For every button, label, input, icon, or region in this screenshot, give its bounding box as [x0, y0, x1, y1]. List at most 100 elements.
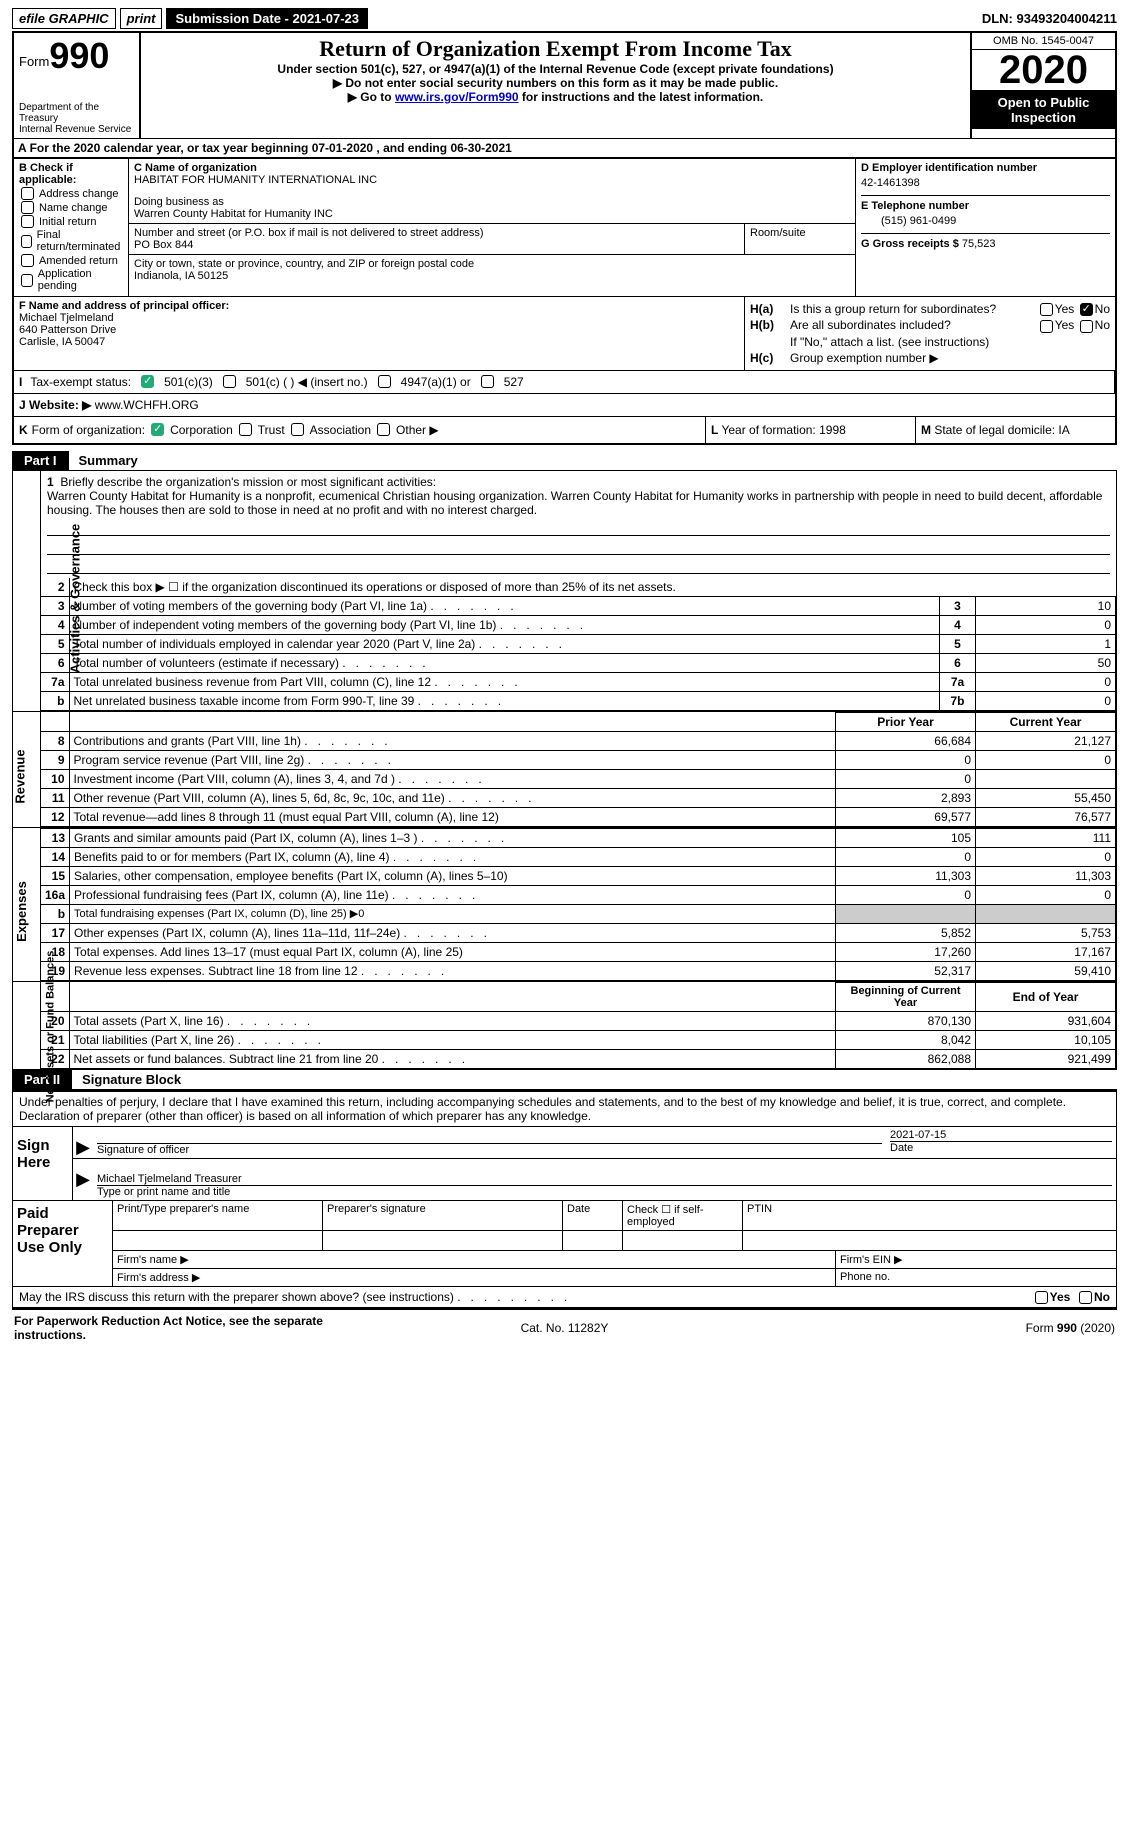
na-table: Beginning of Current YearEnd of Year 20T… — [41, 982, 1116, 1069]
curr-val: 11,303 — [976, 866, 1116, 885]
chk-amended[interactable]: Amended return — [19, 254, 123, 267]
opt-501c: 501(c) ( ) ◀ (insert no.) — [246, 375, 368, 389]
row-k-form-org: K Form of organization: Corporation Trus… — [14, 417, 705, 443]
street-cell: Number and street (or P.O. box if mail i… — [129, 224, 745, 254]
checkbox-checked-icon[interactable] — [141, 375, 154, 388]
checkbox-icon[interactable] — [1040, 320, 1053, 333]
i-text: Tax-exempt status: — [30, 375, 131, 389]
name-title-row: ▶ Michael Tjelmeland TreasurerType or pr… — [73, 1159, 1116, 1200]
officer-addr1: 640 Patterson Drive — [19, 324, 739, 336]
chk-name-change[interactable]: Name change — [19, 201, 123, 214]
officer-name: Michael Tjelmeland — [19, 312, 739, 324]
prep-date-val — [563, 1231, 623, 1250]
irs-link[interactable]: www.irs.gov/Form990 — [395, 90, 519, 104]
end-val: 931,604 — [976, 1011, 1116, 1030]
chk-address-change[interactable]: Address change — [19, 187, 123, 200]
line-desc: Salaries, other compensation, employee b… — [70, 866, 836, 885]
year-cell: OMB No. 1545-0047 2020 Open to Public In… — [970, 33, 1115, 138]
line-val: 0 — [976, 691, 1116, 710]
col-d-to-g: D Employer identification number 42-1461… — [855, 159, 1115, 296]
checkbox-icon[interactable] — [1080, 320, 1093, 333]
line-desc: Other expenses (Part IX, column (A), lin… — [70, 923, 836, 942]
curr-val: 21,127 — [976, 731, 1116, 750]
table-row: 15Salaries, other compensation, employee… — [41, 866, 1116, 885]
mission-num: 1 — [47, 475, 54, 489]
checkbox-icon[interactable] — [291, 423, 304, 436]
name-title-value: Michael Tjelmeland Treasurer — [97, 1173, 1112, 1185]
checkbox-icon[interactable] — [239, 423, 252, 436]
side-net-assets: Net Assets or Fund Balances — [13, 982, 41, 1069]
blank-line — [47, 540, 1110, 555]
line-num: 11 — [41, 788, 69, 807]
f-label: F Name and address of principal officer: — [19, 300, 739, 312]
hc-text: Group exemption number ▶ — [790, 351, 1110, 365]
no-label: No — [1094, 1290, 1110, 1304]
j-label: J — [19, 398, 26, 412]
line-num: 5 — [41, 634, 69, 653]
chk-pending[interactable]: Application pending — [19, 268, 123, 292]
paid-fields: Print/Type preparer's name Preparer's si… — [113, 1201, 1116, 1286]
line-desc: Total fundraising expenses (Part IX, col… — [70, 904, 836, 923]
curr-val — [976, 769, 1116, 788]
ein-block: D Employer identification number 42-1461… — [861, 162, 1110, 196]
prep-name-val — [113, 1231, 323, 1250]
prior-val: 66,684 — [836, 731, 976, 750]
line-ref: 7a — [940, 672, 976, 691]
table-row: 18Total expenses. Add lines 13–17 (must … — [41, 942, 1116, 961]
line-num: 3 — [41, 596, 69, 615]
table-row: 6Total number of volunteers (estimate if… — [41, 653, 1116, 672]
year-end: 06-30-2021 — [450, 141, 511, 155]
checkbox-icon[interactable] — [223, 375, 236, 388]
prior-val: 0 — [836, 769, 976, 788]
paid-label: Paid Preparer Use Only — [13, 1201, 113, 1286]
arrow-icon: ▶ — [73, 1127, 93, 1158]
opt-trust: Trust — [258, 423, 285, 437]
dba-name: Warren County Habitat for Humanity INC — [134, 208, 850, 220]
checkbox-icon[interactable] — [1035, 1291, 1048, 1304]
table-row: 5Total number of individuals employed in… — [41, 634, 1116, 653]
hc-label: H(c) — [750, 351, 790, 365]
firm-addr-row: Firm's address ▶ Phone no. — [113, 1269, 1116, 1286]
side-expenses: Expenses — [13, 828, 41, 981]
checkbox-icon — [21, 274, 33, 287]
print-button[interactable]: print — [120, 8, 163, 29]
line-ref: 5 — [940, 634, 976, 653]
opt-other: Other ▶ — [396, 423, 439, 437]
checkbox-icon — [21, 235, 32, 248]
line-ref: 6 — [940, 653, 976, 672]
line-num: 15 — [41, 866, 70, 885]
ein-value: 42-1461398 — [861, 177, 1110, 189]
side-text: Activities & Governance — [67, 523, 82, 673]
chk-final-return[interactable]: Final return/terminated — [19, 229, 123, 253]
checkbox-icon[interactable] — [377, 423, 390, 436]
sig-officer-row: ▶ Signature of officer 2021-07-15Date — [73, 1127, 1116, 1159]
side-revenue: Revenue — [13, 712, 41, 827]
checkbox-icon[interactable] — [1040, 303, 1053, 316]
subtitle-1: Under section 501(c), 527, or 4947(a)(1)… — [146, 62, 965, 76]
form-number: 990 — [49, 38, 109, 74]
checkbox-icon[interactable] — [481, 375, 494, 388]
prior-val: 105 — [836, 828, 976, 847]
dba-label: Doing business as — [134, 196, 850, 208]
efile-graphic-button[interactable]: efile GRAPHIC — [12, 8, 116, 29]
hb-line: H(b) Are all subordinates included? Yes … — [750, 318, 1110, 332]
i-label: I — [19, 375, 22, 389]
part1-tab: Part I — [12, 451, 69, 471]
footer-left: For Paperwork Reduction Act Notice, see … — [14, 1314, 381, 1342]
officer-addr2: Carlisle, IA 50047 — [19, 336, 739, 348]
chk-label: Name change — [39, 202, 108, 214]
checkbox-icon[interactable] — [378, 375, 391, 388]
checkbox-checked-icon[interactable] — [1080, 303, 1093, 316]
blank — [69, 982, 836, 1011]
line-ref: 7b — [940, 691, 976, 710]
checkbox-icon[interactable] — [1079, 1291, 1092, 1304]
chk-initial-return[interactable]: Initial return — [19, 215, 123, 228]
k-text: Form of organization: — [32, 423, 145, 437]
rev-content: Prior YearCurrent Year 8Contributions an… — [41, 712, 1116, 827]
part2-header: Part II Signature Block — [12, 1070, 1117, 1090]
line-desc: Benefits paid to or for members (Part IX… — [70, 847, 836, 866]
ptin-val — [743, 1231, 1116, 1250]
org-name: HABITAT FOR HUMANITY INTERNATIONAL INC — [134, 174, 850, 186]
checkbox-checked-icon[interactable] — [151, 423, 164, 436]
line-num: 7a — [41, 672, 69, 691]
